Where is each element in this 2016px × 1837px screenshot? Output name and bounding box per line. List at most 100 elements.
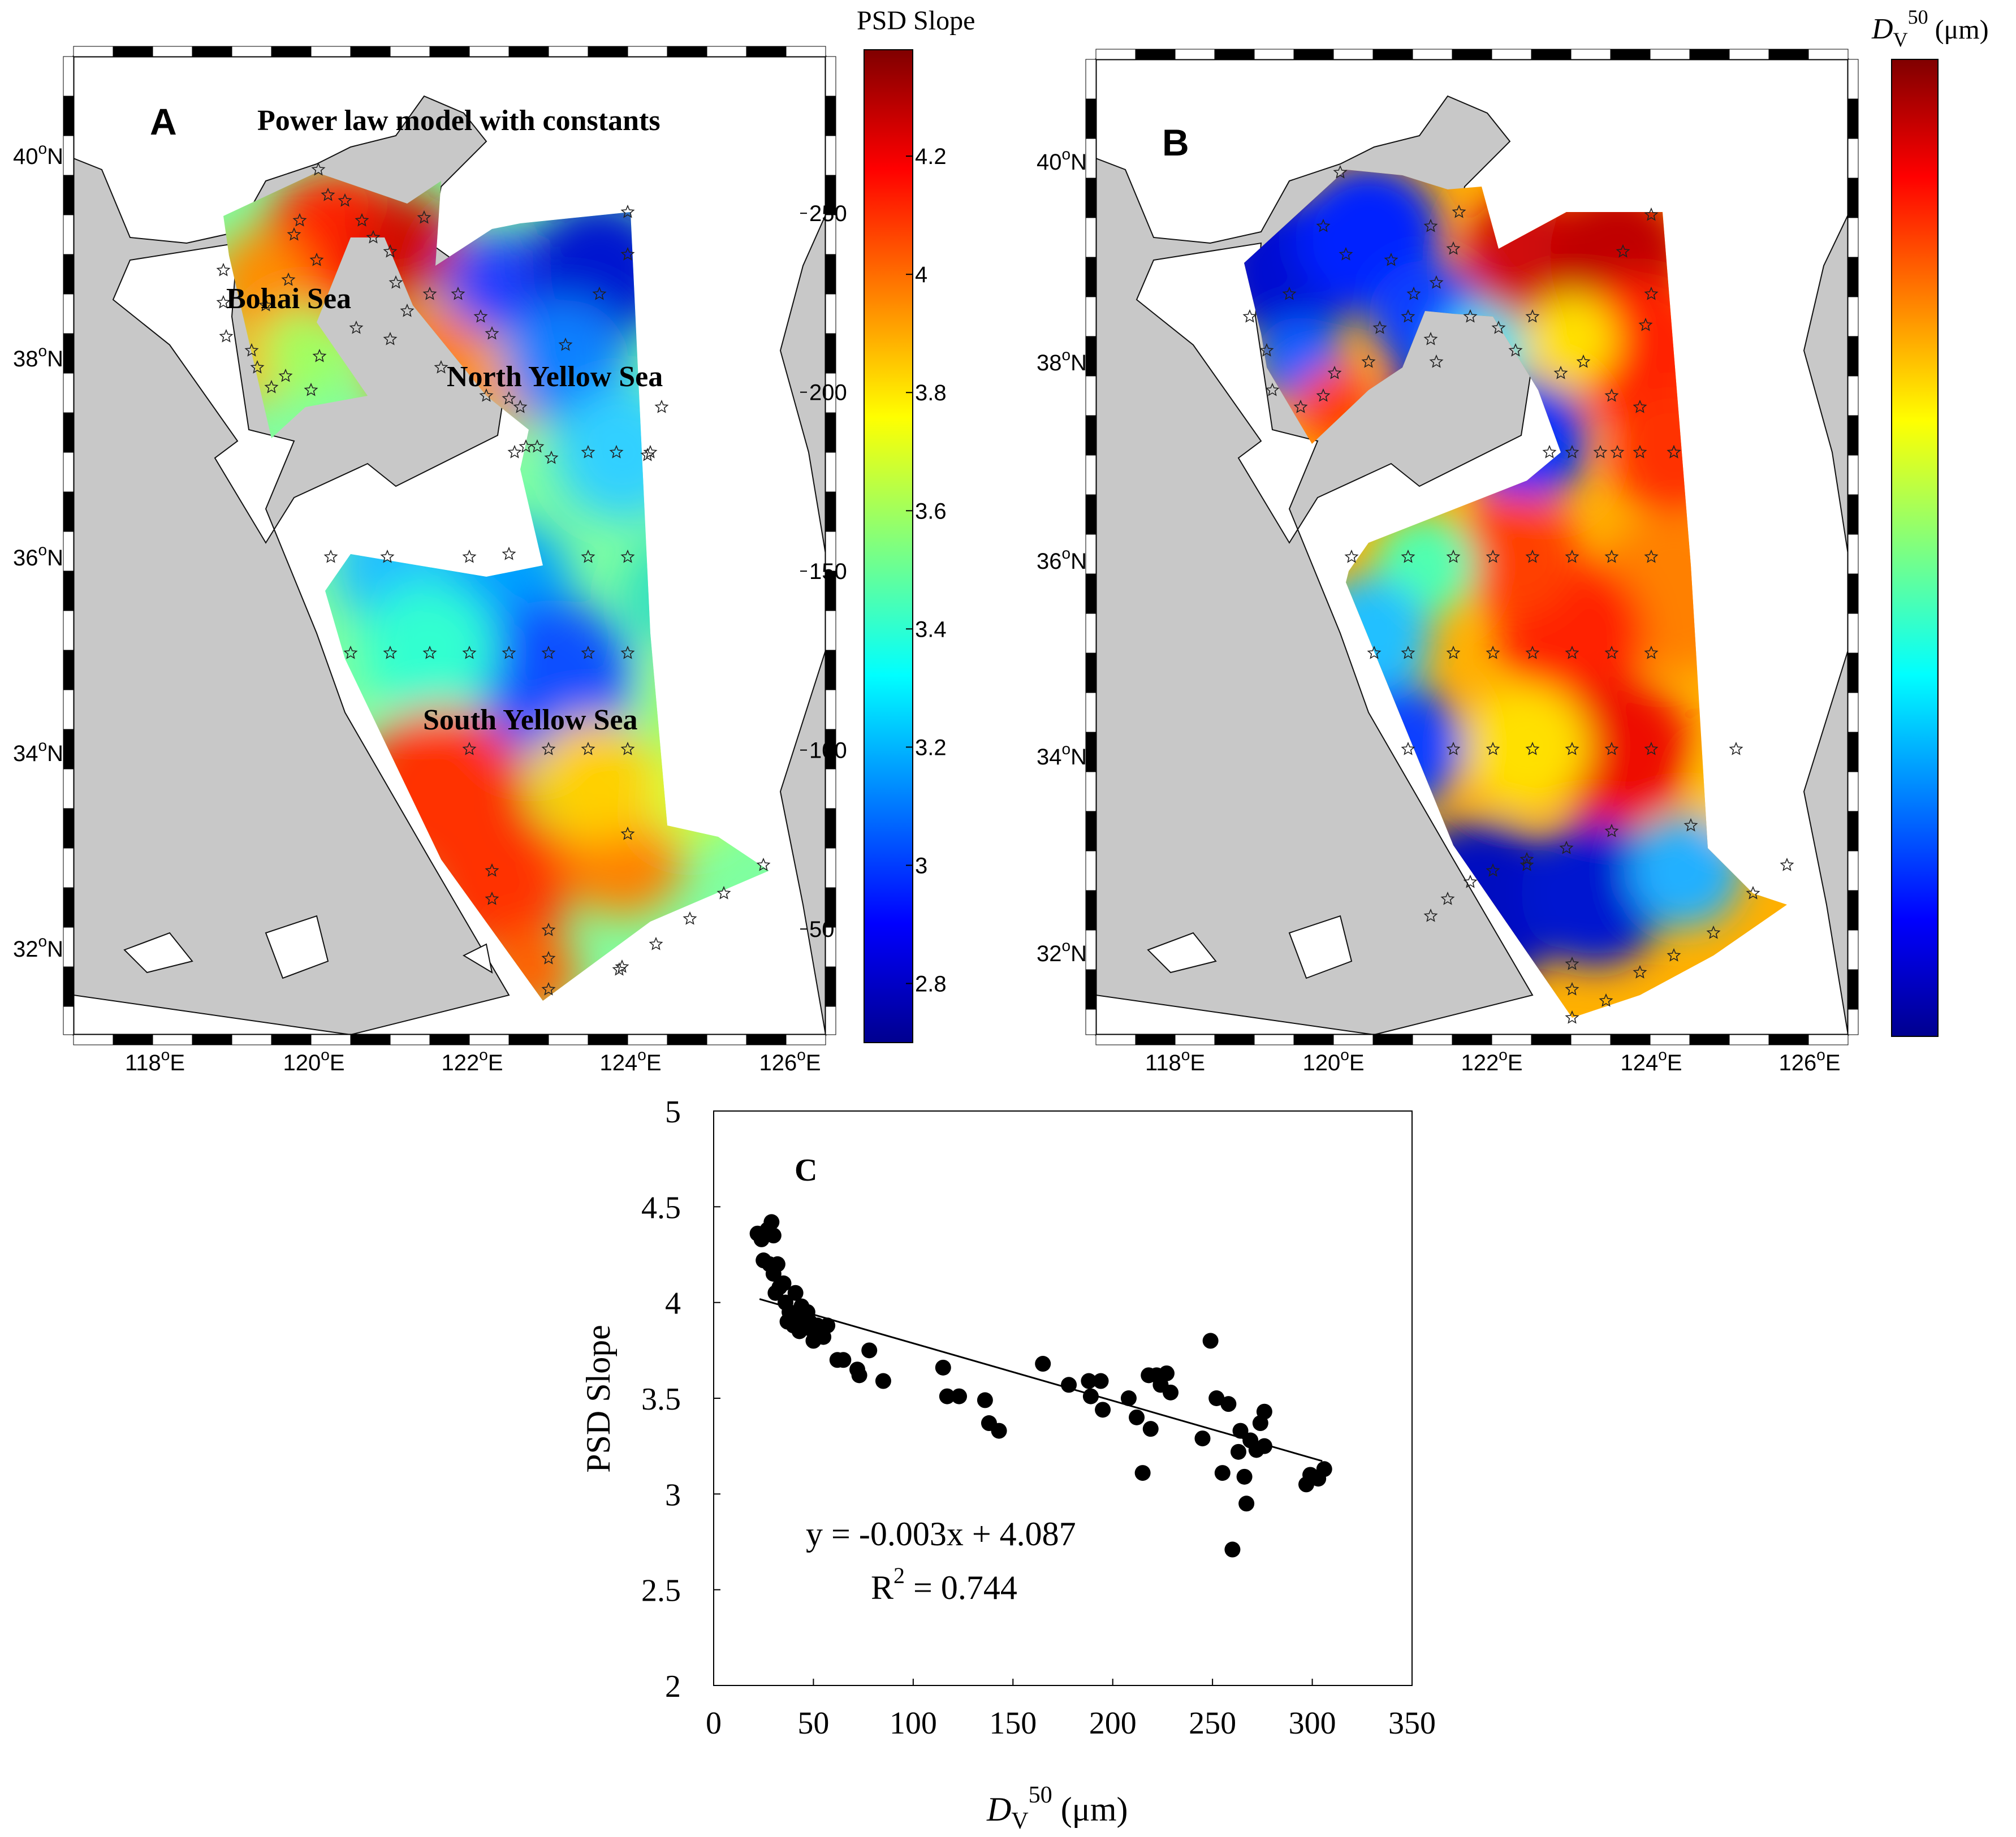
station-marker — [1525, 645, 1540, 659]
station-marker — [1486, 863, 1500, 877]
lat-label: 38oN — [13, 342, 63, 371]
station-marker — [1519, 857, 1534, 871]
station-marker — [519, 439, 533, 453]
station-marker — [581, 741, 595, 755]
y-tick-label: 4 — [665, 1286, 681, 1321]
colorbar-tick-label: 200 — [809, 381, 847, 405]
station-marker — [1446, 645, 1461, 659]
lon-label: 122oE — [1461, 1046, 1522, 1075]
station-marker — [1367, 645, 1382, 659]
x-tick-label: 0 — [706, 1706, 722, 1741]
lat-label: 36oN — [1037, 544, 1087, 574]
scatter-point — [1231, 1443, 1247, 1460]
scatter-point — [851, 1367, 867, 1384]
station-marker — [1604, 823, 1619, 837]
scatter-points — [749, 1214, 1332, 1558]
station-marker — [1316, 388, 1331, 402]
station-marker — [338, 193, 352, 207]
station-marker — [541, 982, 556, 996]
station-marker — [1429, 275, 1444, 289]
station-marker — [355, 213, 369, 227]
scatter-point — [875, 1373, 891, 1389]
map-a-region-bohai: Bohai Sea — [226, 283, 351, 315]
station-marker — [1565, 444, 1579, 459]
scatter-point — [765, 1227, 782, 1244]
y-tick-label: 2.5 — [641, 1574, 681, 1609]
scatter-point — [775, 1275, 792, 1291]
map-b-lon-labels: 118oE 120oE 122oE 124oE 126oE — [1145, 1046, 1841, 1075]
map-b-border — [1085, 49, 1859, 1045]
station-marker — [281, 272, 296, 286]
station-marker — [1565, 645, 1579, 659]
station-marker — [1401, 645, 1415, 659]
station-marker — [1519, 851, 1534, 866]
scatter-panel-label: C — [795, 1153, 817, 1188]
station-marker — [1633, 444, 1647, 459]
station-marker — [683, 911, 697, 925]
scatter-point — [1158, 1365, 1175, 1381]
station-marker — [581, 645, 595, 659]
station-marker — [592, 286, 607, 300]
station-marker — [1565, 549, 1579, 563]
scatter-point — [1082, 1388, 1099, 1404]
scatter-point — [1232, 1423, 1249, 1439]
station-marker — [417, 210, 431, 224]
station-marker — [1593, 444, 1608, 459]
map-a-panel-label: A — [150, 101, 177, 142]
scatter-equation: y = -0.003x + 4.087 — [806, 1515, 1076, 1553]
station-marker — [485, 326, 499, 340]
colorbar-b-scale — [1891, 59, 1939, 1037]
station-marker — [1644, 207, 1659, 221]
station-marker — [1525, 309, 1540, 323]
scatter-point — [1061, 1377, 1077, 1393]
colorbar-b-title-unit: (μm) — [1928, 15, 1989, 45]
scatter-x-label-sup: 50 — [1029, 1782, 1052, 1808]
station-marker — [716, 885, 731, 900]
station-marker — [612, 962, 627, 976]
station-marker — [1667, 948, 1681, 962]
scatter-r2-prefix: R — [871, 1569, 893, 1606]
scatter-trendline — [759, 1298, 1323, 1462]
scatter-point — [1142, 1421, 1159, 1437]
map-a-region-south-yellow: South Yellow Sea — [423, 704, 637, 736]
lat-label: 36oN — [13, 541, 63, 570]
station-marker — [323, 549, 338, 563]
colorbar-b-title-main: D — [1871, 13, 1893, 45]
lon-label: 126oE — [1778, 1046, 1840, 1075]
colorbar-tick-label: 3.4 — [915, 617, 947, 642]
scatter-r2-sup: 2 — [893, 1563, 905, 1588]
colorbar-tick-label: 3.2 — [915, 735, 947, 760]
y-tick-label: 3.5 — [641, 1382, 681, 1417]
station-marker — [462, 549, 477, 563]
station-marker — [1525, 549, 1540, 563]
station-marker — [1463, 874, 1478, 888]
scatter-point — [1202, 1333, 1219, 1349]
scatter-r2-value: = 0.744 — [905, 1569, 1017, 1606]
lon-label: 120oE — [283, 1046, 344, 1075]
station-marker — [1746, 885, 1760, 900]
station-marker — [1242, 309, 1257, 323]
scatter-plot-area — [713, 1110, 1413, 1686]
lon-label: 118oE — [125, 1046, 185, 1075]
scatter-point — [1208, 1390, 1225, 1406]
station-marker — [643, 444, 658, 459]
station-marker — [1565, 956, 1579, 970]
x-tick-label: 300 — [1289, 1706, 1336, 1741]
station-marker — [1491, 320, 1506, 334]
y-tick-label: 3 — [665, 1477, 681, 1512]
x-tick-label: 250 — [1189, 1706, 1236, 1741]
station-marker — [541, 741, 556, 755]
station-marker — [219, 329, 234, 343]
y-tick-label: 5 — [665, 1095, 681, 1130]
scatter-point — [1256, 1438, 1272, 1454]
station-marker — [380, 549, 395, 563]
station-marker — [1633, 965, 1647, 979]
lat-label: 32oN — [13, 932, 63, 962]
station-marker — [1401, 309, 1415, 323]
station-marker — [309, 252, 324, 266]
station-marker — [1525, 741, 1540, 755]
station-marker — [1361, 354, 1376, 368]
station-marker — [1452, 204, 1466, 218]
station-marker — [581, 444, 595, 459]
